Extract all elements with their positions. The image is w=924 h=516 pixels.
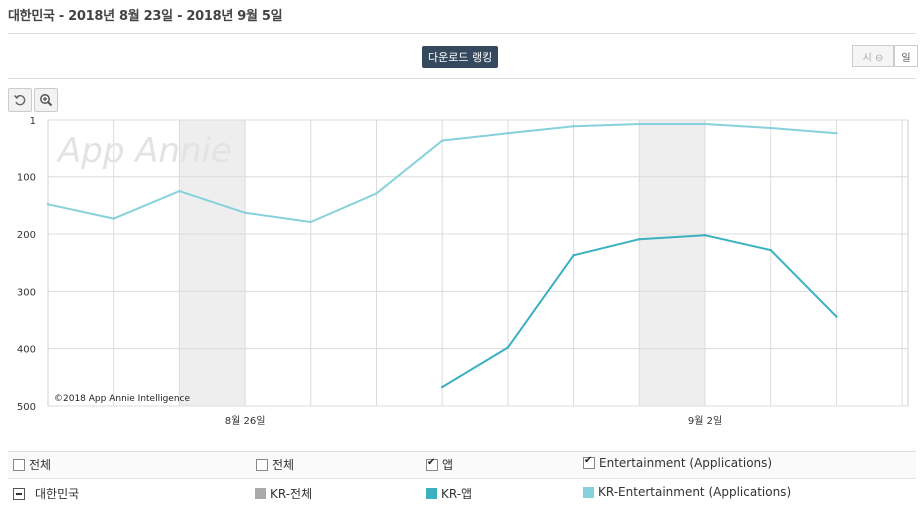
data-point xyxy=(309,220,312,224)
data-point xyxy=(46,203,50,206)
filter-entertainment[interactable]: Entertainment (Applications) xyxy=(583,455,773,470)
toggle-hourly[interactable]: 시 ⊖ xyxy=(852,45,894,67)
y-tick-label: 1 xyxy=(30,116,36,127)
zoom-in-icon xyxy=(40,94,53,107)
legend-kr-all[interactable]: KR-전체 xyxy=(255,485,312,502)
data-point xyxy=(638,122,641,126)
data-point xyxy=(506,346,510,349)
collapse-icon[interactable] xyxy=(13,487,25,500)
x-tick-label: 8월 26일 xyxy=(225,415,266,427)
copyright: ©2018 App Annie Intelligence xyxy=(54,394,191,404)
data-point xyxy=(506,131,510,135)
legend-label: KR-앱 xyxy=(441,487,473,501)
filter-label: 앱 xyxy=(442,458,454,472)
filter-all-device[interactable]: 전체 xyxy=(256,456,294,473)
y-tick-label: 500 xyxy=(17,402,36,413)
weekend-band xyxy=(179,120,246,406)
reset-icon xyxy=(13,95,26,106)
data-point xyxy=(178,189,181,193)
page-title: 대한민국 - 2018년 8월 23일 - 2018년 9월 5일 xyxy=(8,9,283,24)
filter-all-country[interactable]: 전체 xyxy=(13,456,51,473)
y-tick-label: 400 xyxy=(17,345,36,356)
download-ranking-button[interactable]: 다운로드 랭킹 xyxy=(422,46,499,68)
country-group[interactable]: 대한민국 xyxy=(13,485,79,502)
y-tick-label: 200 xyxy=(17,230,36,241)
data-point xyxy=(243,211,247,215)
watermark: App Annie xyxy=(56,131,232,171)
weekend-band xyxy=(639,120,705,406)
legend-filter-row: 전체 전체 앱 Entertainment (Applications) xyxy=(8,451,916,479)
data-point xyxy=(769,126,772,130)
legend-kr-entertainment[interactable]: KR-Entertainment (Applications) xyxy=(583,485,791,499)
legend-label: KR-전체 xyxy=(270,487,313,501)
checkbox-all-device[interactable] xyxy=(256,458,268,471)
data-point xyxy=(638,238,641,241)
legend-kr-app[interactable]: KR-앱 xyxy=(426,485,472,502)
zoom-in-button[interactable] xyxy=(34,88,58,112)
data-point xyxy=(572,254,575,257)
checkbox-all-country[interactable] xyxy=(13,458,25,471)
data-point xyxy=(441,385,444,389)
legend-label: KR-Entertainment (Applications) xyxy=(598,485,792,499)
data-point xyxy=(703,122,707,126)
data-point xyxy=(375,192,378,195)
reset-zoom-button[interactable] xyxy=(8,88,32,112)
x-tick-label: 9월 2일 xyxy=(688,415,722,427)
data-point xyxy=(572,125,575,128)
filter-app[interactable]: 앱 xyxy=(426,456,453,473)
legend-swatch xyxy=(255,488,266,499)
data-point xyxy=(835,131,838,135)
data-point xyxy=(112,217,115,220)
divider xyxy=(8,78,916,79)
y-tick-label: 300 xyxy=(17,287,36,298)
legend-swatch xyxy=(583,486,594,498)
legend-swatch xyxy=(426,488,437,499)
filter-label: 전체 xyxy=(29,458,52,472)
data-point xyxy=(835,315,838,318)
country-label: 대한민국 xyxy=(35,487,80,501)
toggle-daily[interactable]: 일 xyxy=(894,45,918,67)
rank-chart: App Annie 1 100 200 300 400 500 8월 26일 9월 2일 ©2… xyxy=(17,116,909,427)
data-point xyxy=(703,234,707,237)
checkbox-app[interactable] xyxy=(426,457,438,471)
filter-label: Entertainment (Applications) xyxy=(599,456,773,470)
legend-series-row: 대한민국 KR-전체 KR-앱 KR-Entertainment (Applic… xyxy=(8,481,916,507)
y-tick-label: 100 xyxy=(17,173,36,184)
data-point xyxy=(441,139,444,142)
data-point xyxy=(769,248,772,252)
filter-label: 전체 xyxy=(272,458,295,472)
divider xyxy=(8,33,916,34)
checkbox-entertainment[interactable] xyxy=(583,455,595,469)
